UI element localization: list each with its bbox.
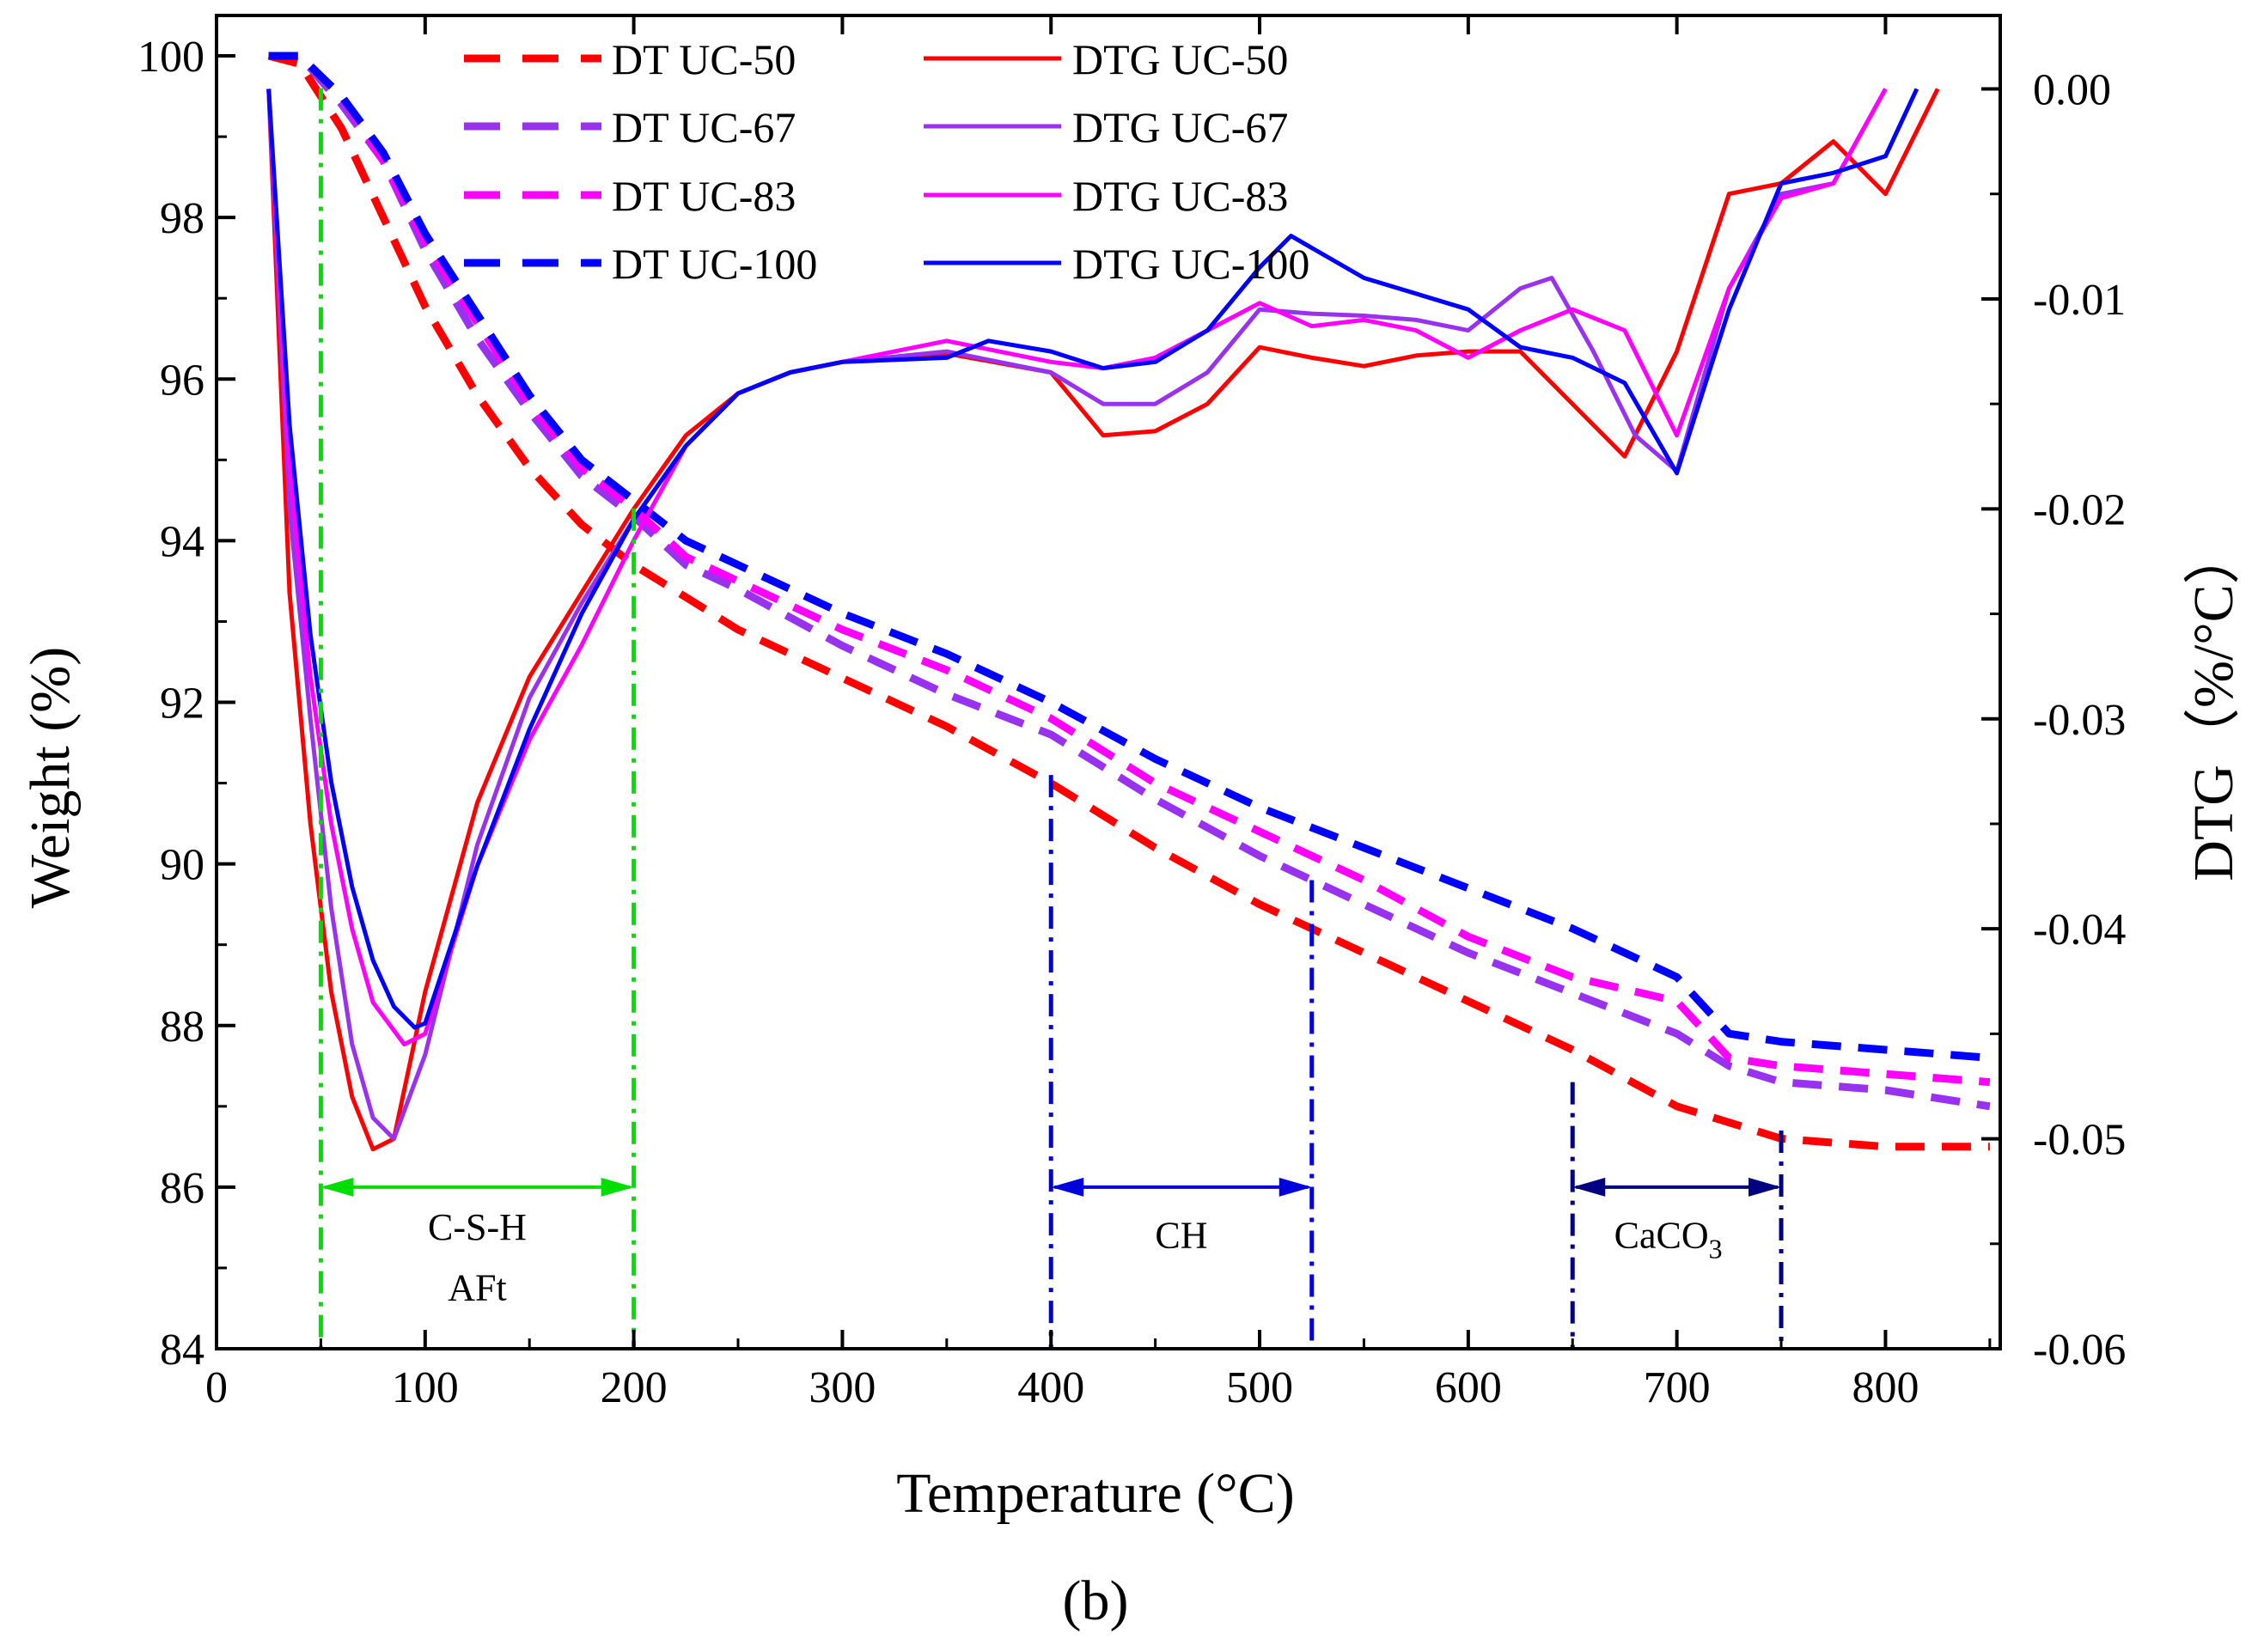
legend-label: DTG UC-83 bbox=[1072, 172, 1288, 220]
series-line-dt-uc-50 bbox=[267, 52, 1990, 1151]
y-right-tick-label: -0.03 bbox=[2033, 696, 2126, 745]
legend-label: DTG UC-100 bbox=[1072, 240, 1309, 288]
figure-caption: (b) bbox=[1063, 1570, 1129, 1632]
x-tick-label: 400 bbox=[1017, 1363, 1084, 1412]
series-line-dtg-uc-100 bbox=[266, 88, 1919, 1030]
annotation-arrow-head-right bbox=[1279, 1177, 1312, 1197]
x-tick-label: 200 bbox=[601, 1363, 668, 1412]
x-axis-title: Temperature (°C) bbox=[896, 1462, 1294, 1525]
legend: DT UC-50 DT UC-67 DT UC-83 DT UC-100 DTG UC-… bbox=[464, 35, 1309, 288]
y-left-tick-label: 90 bbox=[160, 841, 204, 890]
y-right-tick-label: -0.04 bbox=[2033, 905, 2126, 954]
data-group bbox=[266, 52, 1991, 1152]
y-right-tick-label: -0.05 bbox=[2033, 1116, 2126, 1165]
y-left-tick-label: 98 bbox=[160, 194, 204, 243]
legend-label: DT UC-67 bbox=[612, 103, 796, 151]
x-tick-label: 800 bbox=[1852, 1363, 1919, 1412]
annotation-arrow-head-left bbox=[320, 1177, 354, 1197]
plot-layer bbox=[266, 52, 1991, 1152]
x-tick-label: 700 bbox=[1644, 1363, 1711, 1412]
y-left-tick-label: 94 bbox=[160, 517, 204, 566]
annotation-layer: C-S-H AFt CH CaCO3 bbox=[318, 88, 1784, 1349]
y-left-tick-label: 100 bbox=[137, 33, 204, 82]
x-tick-label: 300 bbox=[809, 1363, 876, 1412]
annotation-arrow-head-left bbox=[1051, 1177, 1084, 1197]
y-left-tick-label: 88 bbox=[160, 1003, 204, 1052]
axes-layer: 0 100 200 300 400 500 600 700 800 84 86 88 90 92 94 96 9… bbox=[137, 14, 2126, 1412]
annotation-label-aft: AFt bbox=[448, 1267, 506, 1309]
y-right-axis-title: DTG（%/°C） bbox=[2182, 527, 2245, 881]
plot-frame bbox=[215, 14, 2002, 1350]
y-left-axis-title: Weight (%) bbox=[19, 647, 82, 908]
y-left-tick-label: 84 bbox=[160, 1326, 204, 1375]
annotation-label-ch: CH bbox=[1155, 1214, 1207, 1256]
x-tick-label: 600 bbox=[1435, 1363, 1502, 1412]
annotation-label-csh: C-S-H bbox=[428, 1206, 527, 1248]
legend-label: DTG UC-67 bbox=[1072, 103, 1288, 151]
legend-label: DTG UC-50 bbox=[1072, 35, 1288, 83]
y-right-tick-label: -0.06 bbox=[2033, 1326, 2126, 1375]
series-line-dtg-uc-67 bbox=[266, 88, 1888, 1142]
annotation-label-caco3: CaCO3 bbox=[1614, 1214, 1723, 1264]
y-right-tick-label: -0.02 bbox=[2033, 485, 2126, 534]
x-tick-label: 0 bbox=[205, 1363, 228, 1412]
legend-label: DT UC-100 bbox=[612, 240, 817, 288]
y-left-tick-label: 96 bbox=[160, 356, 204, 405]
x-tick-label: 100 bbox=[392, 1363, 459, 1412]
series-line-dt-uc-100 bbox=[268, 52, 1991, 1062]
y-right-tick-label: -0.01 bbox=[2033, 276, 2126, 325]
legend-label: DT UC-83 bbox=[612, 172, 796, 220]
legend-label: DT UC-50 bbox=[612, 35, 796, 83]
x-tick-label: 500 bbox=[1226, 1363, 1293, 1412]
y-left-tick-label: 86 bbox=[160, 1164, 204, 1213]
annotation-arrow-head-left bbox=[1572, 1177, 1606, 1197]
annotation-arrow-head-right bbox=[1748, 1177, 1782, 1197]
series-line-dtg-uc-83 bbox=[266, 88, 1888, 1047]
y-left-tick-label: 92 bbox=[160, 680, 204, 728]
y-right-tick-label: 0.00 bbox=[2033, 66, 2111, 115]
annotation-arrow-head-right bbox=[601, 1177, 634, 1197]
